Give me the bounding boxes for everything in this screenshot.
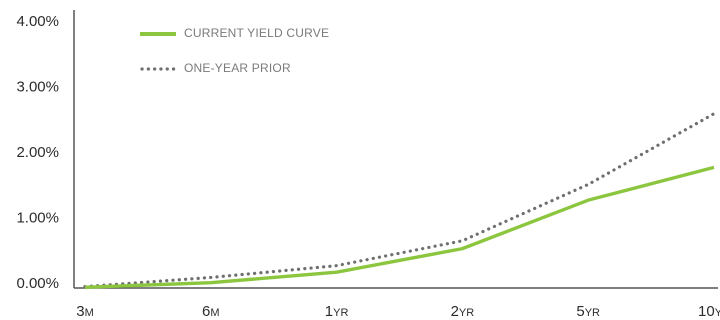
y-tick-label: 0.00% <box>16 275 59 292</box>
x-tick-main: 6 <box>202 303 210 320</box>
x-tick-label: 6M <box>202 303 220 320</box>
x-tick-suffix: M <box>210 307 219 319</box>
x-tick-label: 2YR <box>451 303 475 320</box>
series-line-0 <box>84 165 715 289</box>
series-point-0 <box>586 198 590 202</box>
series-point-0 <box>209 281 213 285</box>
series-point-1 <box>209 275 213 279</box>
legend-label-0: CURRENT YIELD CURVE <box>184 26 329 40</box>
series-point-0 <box>712 166 716 170</box>
axes <box>73 10 718 289</box>
y-axis-ticks: 0.00% 1.00% 2.00% 3.00% 4.00% <box>16 13 59 292</box>
series-layer <box>83 112 716 289</box>
x-tick-label: 5YR <box>576 303 600 320</box>
y-tick-label: 4.00% <box>16 13 59 30</box>
x-tick-label: 3M <box>76 303 94 320</box>
x-tick-main: 2 <box>451 303 459 320</box>
x-tick-main: 10 <box>698 303 715 320</box>
x-tick-suffix: M <box>85 307 94 319</box>
y-tick-label: 3.00% <box>16 78 59 95</box>
x-tick-main: 3 <box>76 303 84 320</box>
legend-label-1: ONE-YEAR PRIOR <box>184 61 291 75</box>
x-tick-label: 1YR <box>325 303 349 320</box>
series-point-1 <box>586 182 590 186</box>
x-tick-suffix: YR <box>459 307 474 319</box>
series-point-1 <box>712 112 716 116</box>
x-tick-suffix: YR <box>715 307 720 319</box>
x-tick-main: 1 <box>325 303 333 320</box>
series-point-0 <box>461 247 465 251</box>
series-point-1 <box>460 239 464 243</box>
y-tick-label: 2.00% <box>16 144 59 161</box>
y-tick-label: 1.00% <box>16 209 59 226</box>
x-tick-main: 5 <box>576 303 584 320</box>
legend: CURRENT YIELD CURVE ONE-YEAR PRIOR <box>140 26 329 75</box>
series-point-0 <box>335 270 339 274</box>
x-tick-suffix: YR <box>585 307 600 319</box>
x-tick-label: 10YR <box>698 303 720 320</box>
series-line-1 <box>83 112 716 289</box>
series-point-0 <box>83 285 87 289</box>
series-point-1 <box>334 263 338 267</box>
x-tick-suffix: YR <box>333 307 348 319</box>
x-axis-ticks: 3M6M1YR2YR5YR10YR <box>76 303 720 320</box>
